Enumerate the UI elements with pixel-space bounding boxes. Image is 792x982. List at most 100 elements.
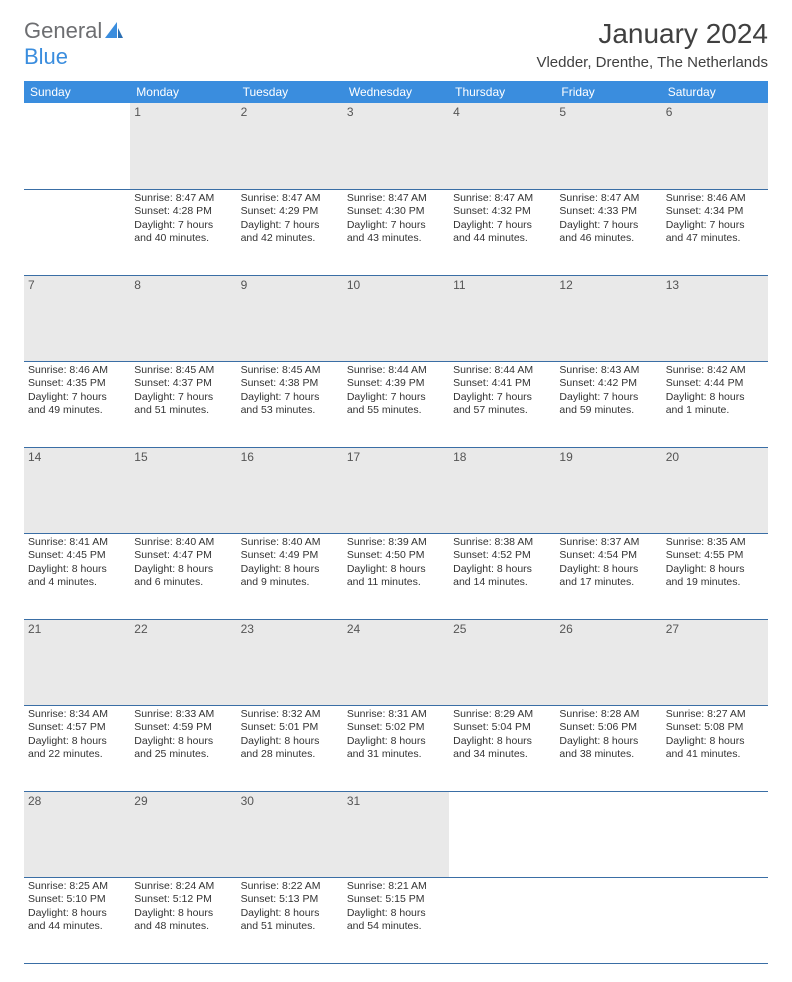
- day-detail: Sunrise: 8:45 AMSunset: 4:37 PMDaylight:…: [134, 364, 232, 419]
- day-number: 13: [662, 275, 768, 361]
- day-detail: Sunrise: 8:32 AMSunset: 5:01 PMDaylight:…: [241, 708, 339, 763]
- day-detail: Sunrise: 8:31 AMSunset: 5:02 PMDaylight:…: [347, 708, 445, 763]
- day-cell: Sunrise: 8:43 AMSunset: 4:42 PMDaylight:…: [555, 361, 661, 447]
- day-number: 4: [449, 103, 555, 189]
- day-cell: Sunrise: 8:25 AMSunset: 5:10 PMDaylight:…: [24, 877, 130, 963]
- calendar-page: General Blue January 2024 Vledder, Drent…: [0, 0, 792, 982]
- day-number: 12: [555, 275, 661, 361]
- day-header-row: SundayMondayTuesdayWednesdayThursdayFrid…: [24, 81, 768, 103]
- day-number: 8: [130, 275, 236, 361]
- day-cell: Sunrise: 8:46 AMSunset: 4:34 PMDaylight:…: [662, 189, 768, 275]
- day-number: 16: [237, 447, 343, 533]
- day-detail: Sunrise: 8:46 AMSunset: 4:34 PMDaylight:…: [666, 192, 764, 247]
- day-header: Saturday: [662, 81, 768, 103]
- day-cell: Sunrise: 8:21 AMSunset: 5:15 PMDaylight:…: [343, 877, 449, 963]
- day-cell: Sunrise: 8:47 AMSunset: 4:28 PMDaylight:…: [130, 189, 236, 275]
- day-header: Sunday: [24, 81, 130, 103]
- day-number: 7: [24, 275, 130, 361]
- day-detail: Sunrise: 8:27 AMSunset: 5:08 PMDaylight:…: [666, 708, 764, 763]
- day-cell: Sunrise: 8:39 AMSunset: 4:50 PMDaylight:…: [343, 533, 449, 619]
- day-cell: [449, 877, 555, 963]
- week-row: Sunrise: 8:25 AMSunset: 5:10 PMDaylight:…: [24, 877, 768, 963]
- day-detail: Sunrise: 8:21 AMSunset: 5:15 PMDaylight:…: [347, 880, 445, 935]
- day-detail: Sunrise: 8:47 AMSunset: 4:28 PMDaylight:…: [134, 192, 232, 247]
- day-detail: Sunrise: 8:39 AMSunset: 4:50 PMDaylight:…: [347, 536, 445, 591]
- week-row: Sunrise: 8:34 AMSunset: 4:57 PMDaylight:…: [24, 705, 768, 791]
- day-detail: Sunrise: 8:37 AMSunset: 4:54 PMDaylight:…: [559, 536, 657, 591]
- day-detail: Sunrise: 8:47 AMSunset: 4:33 PMDaylight:…: [559, 192, 657, 247]
- day-detail: Sunrise: 8:22 AMSunset: 5:13 PMDaylight:…: [241, 880, 339, 935]
- day-cell: Sunrise: 8:37 AMSunset: 4:54 PMDaylight:…: [555, 533, 661, 619]
- day-number: 10: [343, 275, 449, 361]
- day-number: 31: [343, 791, 449, 877]
- calendar-table: SundayMondayTuesdayWednesdayThursdayFrid…: [24, 81, 768, 964]
- day-cell: Sunrise: 8:45 AMSunset: 4:37 PMDaylight:…: [130, 361, 236, 447]
- day-number: 3: [343, 103, 449, 189]
- day-cell: Sunrise: 8:27 AMSunset: 5:08 PMDaylight:…: [662, 705, 768, 791]
- day-number: 24: [343, 619, 449, 705]
- day-cell: Sunrise: 8:24 AMSunset: 5:12 PMDaylight:…: [130, 877, 236, 963]
- day-cell: Sunrise: 8:47 AMSunset: 4:29 PMDaylight:…: [237, 189, 343, 275]
- day-cell: Sunrise: 8:47 AMSunset: 4:30 PMDaylight:…: [343, 189, 449, 275]
- day-number: 29: [130, 791, 236, 877]
- day-cell: Sunrise: 8:33 AMSunset: 4:59 PMDaylight:…: [130, 705, 236, 791]
- header: General Blue January 2024 Vledder, Drent…: [24, 18, 768, 71]
- day-detail: Sunrise: 8:40 AMSunset: 4:49 PMDaylight:…: [241, 536, 339, 591]
- day-number: 18: [449, 447, 555, 533]
- day-number: 14: [24, 447, 130, 533]
- day-number-row: 21222324252627: [24, 619, 768, 705]
- day-detail: Sunrise: 8:41 AMSunset: 4:45 PMDaylight:…: [28, 536, 126, 591]
- day-number: 26: [555, 619, 661, 705]
- day-header: Thursday: [449, 81, 555, 103]
- day-detail: Sunrise: 8:35 AMSunset: 4:55 PMDaylight:…: [666, 536, 764, 591]
- day-cell: Sunrise: 8:29 AMSunset: 5:04 PMDaylight:…: [449, 705, 555, 791]
- day-detail: Sunrise: 8:47 AMSunset: 4:32 PMDaylight:…: [453, 192, 551, 247]
- day-cell: [555, 877, 661, 963]
- week-row: Sunrise: 8:46 AMSunset: 4:35 PMDaylight:…: [24, 361, 768, 447]
- day-detail: Sunrise: 8:43 AMSunset: 4:42 PMDaylight:…: [559, 364, 657, 419]
- day-detail: Sunrise: 8:42 AMSunset: 4:44 PMDaylight:…: [666, 364, 764, 419]
- day-header: Friday: [555, 81, 661, 103]
- day-detail: Sunrise: 8:40 AMSunset: 4:47 PMDaylight:…: [134, 536, 232, 591]
- day-cell: Sunrise: 8:34 AMSunset: 4:57 PMDaylight:…: [24, 705, 130, 791]
- day-cell: Sunrise: 8:35 AMSunset: 4:55 PMDaylight:…: [662, 533, 768, 619]
- day-detail: Sunrise: 8:45 AMSunset: 4:38 PMDaylight:…: [241, 364, 339, 419]
- day-detail: Sunrise: 8:47 AMSunset: 4:29 PMDaylight:…: [241, 192, 339, 247]
- day-detail: Sunrise: 8:38 AMSunset: 4:52 PMDaylight:…: [453, 536, 551, 591]
- day-cell: Sunrise: 8:45 AMSunset: 4:38 PMDaylight:…: [237, 361, 343, 447]
- day-number: [24, 103, 130, 189]
- week-row: Sunrise: 8:41 AMSunset: 4:45 PMDaylight:…: [24, 533, 768, 619]
- day-detail: Sunrise: 8:33 AMSunset: 4:59 PMDaylight:…: [134, 708, 232, 763]
- calendar-body: 123456Sunrise: 8:47 AMSunset: 4:28 PMDay…: [24, 103, 768, 963]
- day-header: Tuesday: [237, 81, 343, 103]
- day-number: 17: [343, 447, 449, 533]
- day-cell: Sunrise: 8:42 AMSunset: 4:44 PMDaylight:…: [662, 361, 768, 447]
- day-cell: Sunrise: 8:22 AMSunset: 5:13 PMDaylight:…: [237, 877, 343, 963]
- month-title: January 2024: [536, 18, 768, 50]
- day-cell: Sunrise: 8:46 AMSunset: 4:35 PMDaylight:…: [24, 361, 130, 447]
- day-detail: Sunrise: 8:44 AMSunset: 4:39 PMDaylight:…: [347, 364, 445, 419]
- day-number: [555, 791, 661, 877]
- day-number: 6: [662, 103, 768, 189]
- day-number: 23: [237, 619, 343, 705]
- day-number-row: 14151617181920: [24, 447, 768, 533]
- day-cell: Sunrise: 8:32 AMSunset: 5:01 PMDaylight:…: [237, 705, 343, 791]
- location: Vledder, Drenthe, The Netherlands: [536, 54, 768, 71]
- day-cell: Sunrise: 8:41 AMSunset: 4:45 PMDaylight:…: [24, 533, 130, 619]
- day-number: [449, 791, 555, 877]
- logo: General Blue: [24, 18, 123, 70]
- day-number: 1: [130, 103, 236, 189]
- day-cell: Sunrise: 8:40 AMSunset: 4:47 PMDaylight:…: [130, 533, 236, 619]
- day-number-row: 28293031: [24, 791, 768, 877]
- day-number: 9: [237, 275, 343, 361]
- day-cell: Sunrise: 8:44 AMSunset: 4:39 PMDaylight:…: [343, 361, 449, 447]
- day-number: 27: [662, 619, 768, 705]
- day-number: 30: [237, 791, 343, 877]
- day-number: 15: [130, 447, 236, 533]
- day-detail: Sunrise: 8:44 AMSunset: 4:41 PMDaylight:…: [453, 364, 551, 419]
- day-number: 25: [449, 619, 555, 705]
- logo-word-blue: Blue: [24, 44, 68, 69]
- day-header: Wednesday: [343, 81, 449, 103]
- day-cell: Sunrise: 8:47 AMSunset: 4:33 PMDaylight:…: [555, 189, 661, 275]
- day-number: 11: [449, 275, 555, 361]
